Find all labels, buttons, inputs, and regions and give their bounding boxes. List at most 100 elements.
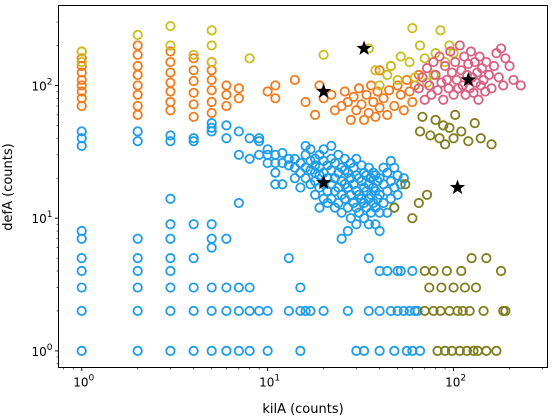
data-point bbox=[456, 265, 467, 277]
data-point bbox=[310, 189, 321, 200]
series-0 bbox=[76, 118, 426, 357]
data-point bbox=[188, 111, 199, 122]
data-point bbox=[295, 167, 306, 178]
data-point bbox=[76, 67, 87, 78]
data-point bbox=[374, 80, 385, 91]
star-marker bbox=[316, 83, 332, 98]
data-point bbox=[392, 305, 403, 317]
data-point bbox=[478, 74, 489, 86]
data-point bbox=[188, 87, 199, 98]
data-point bbox=[421, 189, 433, 200]
data-point bbox=[270, 179, 281, 190]
data-point bbox=[221, 133, 232, 144]
data-point bbox=[414, 126, 426, 137]
data-point bbox=[383, 85, 395, 96]
data-point bbox=[76, 305, 87, 317]
data-point bbox=[165, 193, 176, 204]
data-point bbox=[165, 96, 176, 108]
data-point bbox=[188, 219, 199, 230]
data-point bbox=[277, 147, 288, 159]
data-point bbox=[132, 233, 143, 244]
data-point bbox=[392, 74, 403, 86]
data-point bbox=[486, 83, 497, 94]
data-point bbox=[389, 100, 400, 112]
data-point bbox=[342, 202, 353, 213]
plot-marks bbox=[76, 20, 526, 357]
data-point bbox=[233, 149, 244, 160]
data-point bbox=[76, 265, 87, 277]
data-point bbox=[434, 51, 445, 62]
data-point bbox=[206, 65, 217, 76]
data-point bbox=[165, 56, 176, 68]
data-point bbox=[165, 265, 176, 277]
data-point bbox=[262, 345, 273, 357]
data-point bbox=[368, 96, 379, 108]
data-point bbox=[188, 282, 199, 293]
data-point bbox=[206, 85, 217, 96]
data-point bbox=[342, 96, 353, 108]
data-point bbox=[233, 305, 244, 317]
data-point bbox=[392, 265, 403, 277]
data-point bbox=[382, 207, 393, 218]
data-point bbox=[277, 179, 288, 190]
data-point bbox=[244, 282, 255, 293]
data-point bbox=[401, 345, 412, 357]
data-point bbox=[491, 345, 502, 357]
data-point bbox=[443, 83, 454, 94]
data-point bbox=[470, 282, 482, 293]
data-point bbox=[465, 46, 477, 57]
data-point bbox=[435, 25, 446, 36]
data-point bbox=[428, 265, 439, 277]
data-point bbox=[254, 136, 265, 147]
data-point bbox=[488, 60, 500, 72]
data-point bbox=[473, 94, 484, 105]
data-point bbox=[165, 77, 176, 88]
x-tick-label: 101 bbox=[259, 374, 280, 390]
data-point bbox=[351, 202, 362, 213]
data-point bbox=[417, 72, 428, 83]
data-point bbox=[483, 69, 495, 81]
data-point bbox=[430, 114, 441, 125]
data-point bbox=[221, 89, 232, 100]
data-point bbox=[382, 109, 393, 120]
data-point bbox=[448, 89, 459, 100]
data-point bbox=[392, 170, 403, 181]
data-point bbox=[419, 265, 430, 277]
data-point bbox=[295, 305, 306, 317]
data-point bbox=[495, 43, 507, 54]
data-point bbox=[233, 345, 244, 357]
data-point bbox=[221, 305, 232, 317]
data-point bbox=[165, 253, 176, 264]
data-point bbox=[233, 282, 244, 293]
data-point bbox=[188, 305, 199, 317]
data-point bbox=[254, 149, 265, 160]
data-point bbox=[395, 89, 406, 100]
data-point bbox=[448, 282, 459, 293]
data-point bbox=[295, 345, 306, 357]
y-axis-ticks: 100 101 102 bbox=[31, 21, 59, 365]
data-point bbox=[368, 167, 379, 178]
data-point bbox=[351, 105, 362, 116]
data-point bbox=[289, 173, 300, 184]
data-point bbox=[262, 144, 273, 155]
data-point bbox=[310, 109, 321, 120]
data-point bbox=[233, 126, 244, 137]
data-point bbox=[326, 89, 337, 100]
data-point bbox=[464, 305, 475, 317]
data-point bbox=[450, 56, 461, 68]
data-point bbox=[478, 305, 489, 317]
data-point bbox=[392, 80, 403, 91]
data-point bbox=[409, 72, 421, 83]
data-point bbox=[206, 219, 217, 230]
data-point bbox=[318, 49, 329, 60]
data-point bbox=[221, 345, 232, 357]
data-point bbox=[244, 305, 255, 317]
data-point bbox=[428, 305, 439, 317]
data-point bbox=[336, 207, 347, 218]
data-point bbox=[233, 93, 244, 104]
data-point bbox=[132, 69, 143, 81]
data-point bbox=[188, 53, 199, 64]
data-point bbox=[345, 213, 356, 224]
data-point bbox=[461, 345, 473, 357]
data-point bbox=[407, 96, 418, 108]
